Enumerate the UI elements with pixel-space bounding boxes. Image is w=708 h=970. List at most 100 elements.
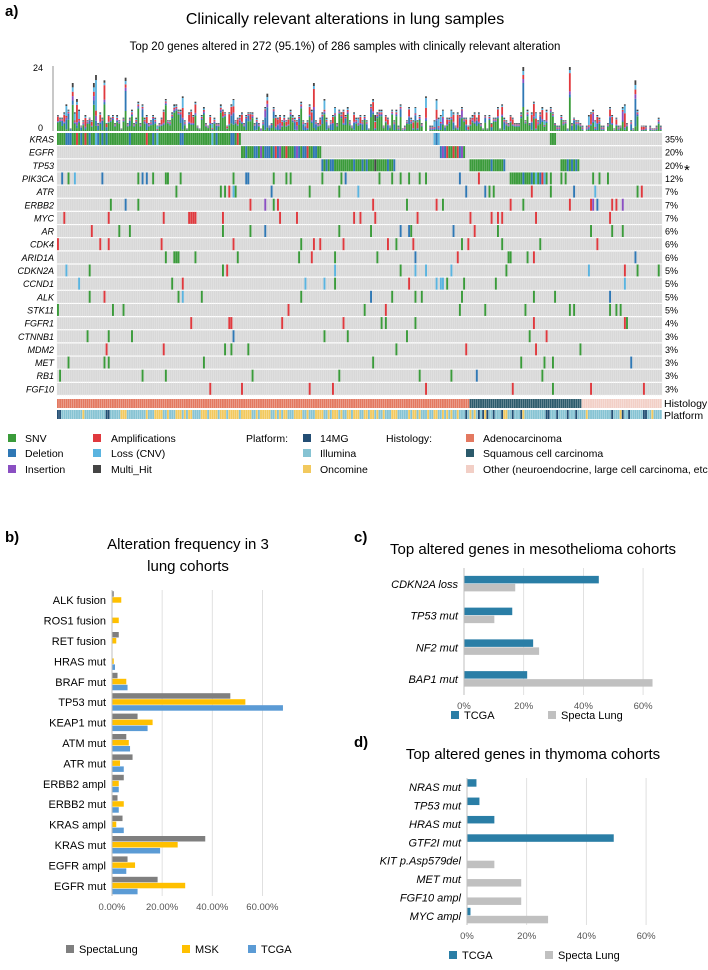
top-bar-segment bbox=[366, 123, 368, 124]
top-bar-segment bbox=[167, 120, 169, 121]
histology-cell bbox=[436, 399, 438, 408]
oncoprint-cell-rb1 bbox=[450, 370, 452, 382]
top-bar-segment bbox=[512, 126, 514, 131]
top-bar-segment bbox=[345, 118, 347, 119]
top-bar-segment bbox=[596, 116, 598, 117]
top-bar-segment bbox=[266, 100, 268, 103]
top-bar-segment bbox=[438, 127, 440, 128]
top-bar-segment bbox=[269, 128, 271, 131]
oncoprint-cell-ar bbox=[400, 225, 402, 237]
top-bar-segment bbox=[285, 120, 287, 121]
oncoprint-cell-met bbox=[104, 357, 106, 369]
top-bar-segment bbox=[156, 126, 158, 129]
legend-label-multi-hit: Multi_Hit bbox=[111, 464, 152, 476]
platform-cell bbox=[548, 410, 550, 419]
oncoprint-cell-stk11 bbox=[459, 304, 461, 316]
bar-tcga bbox=[113, 787, 119, 793]
histology-cell bbox=[340, 399, 342, 408]
platform-cell bbox=[144, 410, 146, 419]
top-bar-segment bbox=[205, 123, 207, 124]
platform-cell bbox=[353, 410, 355, 419]
top-bar-segment bbox=[364, 115, 366, 116]
top-bar-segment bbox=[148, 126, 150, 127]
top-bar-segment bbox=[82, 125, 84, 131]
histology-cell bbox=[226, 399, 228, 408]
percent-label-erbb2: 7% bbox=[665, 200, 678, 210]
top-bar-segment bbox=[192, 123, 194, 124]
platform-cell bbox=[349, 410, 351, 419]
top-bar-segment bbox=[195, 116, 197, 131]
top-bar-segment bbox=[63, 124, 65, 131]
top-bar-segment bbox=[110, 121, 112, 122]
histology-cell bbox=[383, 399, 385, 408]
oncoprint-cell-fgfr1 bbox=[281, 317, 283, 329]
platform-cell bbox=[461, 410, 463, 419]
histology-cell bbox=[406, 399, 408, 408]
top-bar-segment bbox=[391, 111, 393, 112]
top-bar-segment bbox=[201, 118, 203, 119]
top-bar-segment bbox=[203, 109, 205, 111]
histology-cell bbox=[288, 399, 290, 408]
category-label: GTF2I mut bbox=[408, 837, 462, 849]
oncoprint-cell-mdm2 bbox=[465, 343, 467, 355]
platform-cell bbox=[211, 410, 213, 419]
top-bar-segment bbox=[448, 124, 450, 131]
top-bar-segment bbox=[118, 121, 120, 122]
top-bar-segment bbox=[535, 130, 537, 131]
panel-a: a) Clinically relevant alterations in lu… bbox=[5, 3, 708, 476]
oncoprint-cell-stk11 bbox=[569, 304, 571, 316]
bar-specta-lung bbox=[468, 879, 522, 887]
histology-cell bbox=[643, 399, 645, 408]
top-bar-segment bbox=[74, 114, 76, 121]
top-bar-segment bbox=[484, 118, 486, 123]
top-bar-segment bbox=[541, 109, 543, 111]
top-bar-segment bbox=[167, 124, 169, 131]
top-bar-segment bbox=[211, 130, 213, 131]
top-bar-segment bbox=[296, 122, 298, 126]
top-bar-segment bbox=[461, 107, 463, 108]
oncoprint-cell-pik3ca bbox=[152, 172, 154, 184]
top-bar-segment bbox=[288, 126, 290, 131]
platform-cell bbox=[288, 410, 290, 419]
histology-cell bbox=[110, 399, 112, 408]
top-bar-segment bbox=[592, 122, 594, 123]
bar-tcga bbox=[465, 639, 534, 647]
oncoprint-cell-egfr bbox=[285, 146, 287, 158]
top-bar-segment bbox=[558, 128, 560, 129]
oncoprint-cell-ar bbox=[338, 225, 340, 237]
top-bar-segment bbox=[450, 120, 452, 131]
bar-tcga bbox=[465, 671, 528, 679]
top-bar-segment bbox=[188, 123, 190, 124]
bar-specta-lung bbox=[468, 916, 549, 924]
oncoprint-cell-erbb2 bbox=[510, 199, 512, 211]
top-bar-segment bbox=[503, 120, 505, 121]
oncoprint-cell-cdkn2a bbox=[222, 265, 224, 277]
top-bar-segment bbox=[345, 117, 347, 118]
oncoprint-cell-egfr bbox=[243, 146, 245, 158]
oncoprint-cell-met bbox=[630, 357, 632, 369]
platform-cell bbox=[637, 410, 639, 419]
oncoprint-cell-pik3ca bbox=[61, 172, 63, 184]
top-bar-segment bbox=[480, 127, 482, 131]
top-bar-segment bbox=[203, 110, 205, 112]
top-bar-segment bbox=[539, 114, 541, 115]
histology-cell bbox=[150, 399, 152, 408]
oncoprint-cell-tp53 bbox=[366, 159, 368, 171]
top-bar-segment bbox=[245, 119, 247, 130]
top-bar-segment bbox=[393, 124, 395, 130]
histology-cell bbox=[292, 399, 294, 408]
top-bar-segment bbox=[224, 114, 226, 115]
histology-cell bbox=[535, 399, 537, 408]
oncoprint-cell-ar bbox=[497, 225, 499, 237]
top-bar-segment bbox=[609, 108, 611, 109]
top-bar-segment bbox=[182, 129, 184, 131]
top-bar-segment bbox=[505, 120, 507, 121]
top-bar-segment bbox=[353, 112, 355, 113]
top-bar-segment bbox=[150, 121, 152, 122]
platform-cell bbox=[250, 410, 252, 419]
top-bar-segment bbox=[622, 107, 624, 109]
top-bar-segment bbox=[129, 120, 131, 121]
top-bar-segment bbox=[541, 121, 543, 123]
top-bar-segment bbox=[355, 120, 357, 121]
platform-cell bbox=[336, 410, 338, 419]
